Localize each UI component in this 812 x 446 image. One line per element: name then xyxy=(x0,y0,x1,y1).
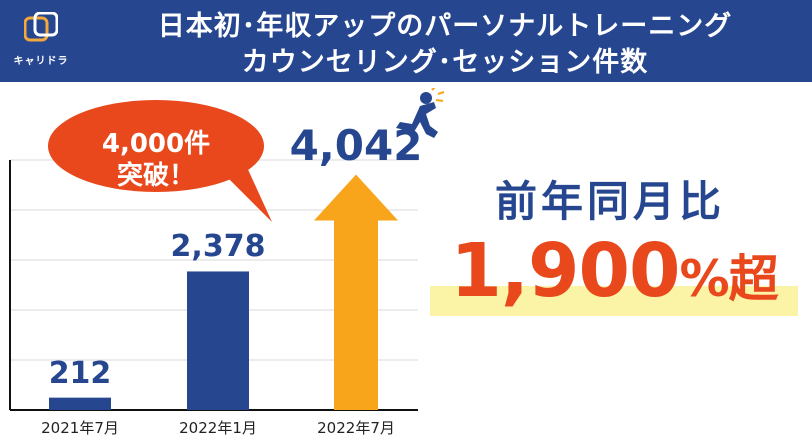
page-title-line-1: 日本初･年収アップのパーソナルトレーニング xyxy=(157,11,733,42)
bar-arrow-2 xyxy=(314,174,398,410)
header-banner: キャリドラ 日本初･年収アップのパーソナルトレーニング カウンセリング･セッショ… xyxy=(0,0,812,82)
x-tick-label: 2022年7月 xyxy=(317,419,395,437)
callout-line-1: 4,000件 xyxy=(101,129,211,159)
yoy-highlight xyxy=(430,286,798,316)
callout-bubble xyxy=(48,100,272,222)
callout-line-2: 突破！ xyxy=(116,161,195,191)
yoy-suffix: 超 xyxy=(728,250,779,308)
yoy-percent-sign: % xyxy=(679,250,729,308)
logo-icon xyxy=(24,12,58,42)
yoy-number: 1,900 xyxy=(450,228,680,314)
yoy-label: 前年同月比 xyxy=(494,177,725,226)
callout-text: 4,000件 突破！ xyxy=(56,128,256,192)
bar-chart xyxy=(9,100,418,411)
yoy-value: 1,900%超 xyxy=(430,228,798,314)
logo-text: キャリドラ xyxy=(13,56,69,67)
jumping-person-icon xyxy=(396,88,445,138)
bar-1 xyxy=(187,271,249,410)
page-title-line-2: カウンセリング･セッション件数 xyxy=(241,47,649,78)
bar-value-label: 2,378 xyxy=(170,229,266,265)
x-tick-label: 2021年7月 xyxy=(41,419,119,437)
brand-logo: キャリドラ xyxy=(10,8,72,74)
bar-value-label: 212 xyxy=(48,355,112,391)
x-tick-label: 2022年1月 xyxy=(179,419,257,437)
bar-0 xyxy=(49,397,111,410)
